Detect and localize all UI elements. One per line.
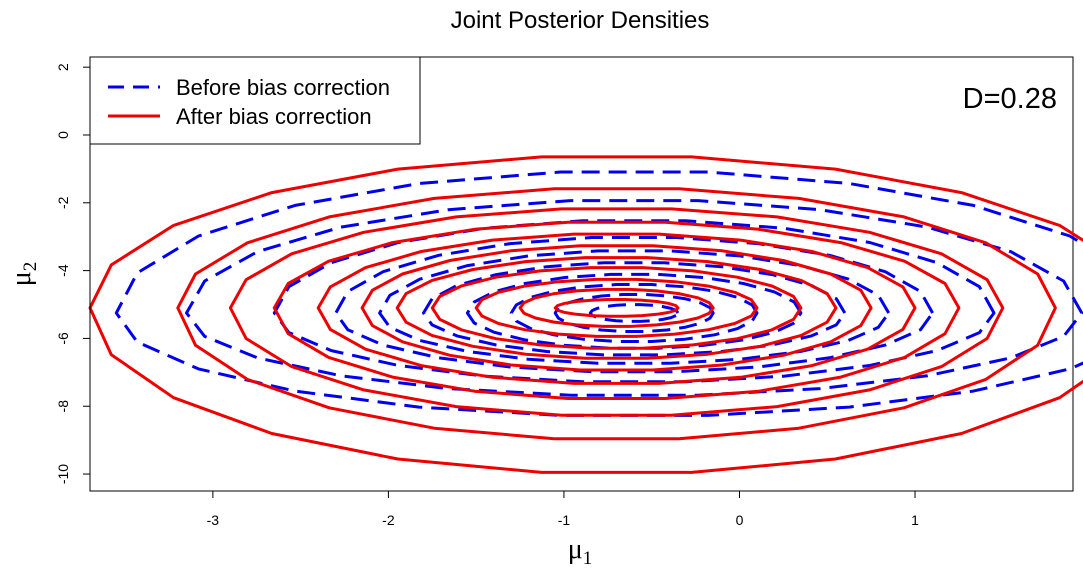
before-contour-level-4 [465, 272, 803, 350]
y-tick-label: -6 [55, 332, 71, 345]
after-contour-level-5 [395, 256, 838, 360]
legend-label-after: After bias correction [176, 104, 372, 129]
after-contour-level-7 [316, 232, 917, 385]
distance-annotation: D=0.28 [963, 83, 1057, 115]
after-contour-level-6 [360, 244, 873, 372]
before-contour-level-10 [114, 170, 1083, 417]
before-contour-level-9 [185, 199, 1083, 397]
legend-label-before: Before bias correction [176, 75, 390, 100]
y-tick-label: -8 [55, 400, 71, 413]
x-tick-label: -1 [558, 512, 571, 528]
before-contour-level-6 [378, 249, 891, 365]
after-contour-level-9 [228, 207, 1005, 417]
y-tick-label: -2 [55, 196, 71, 209]
before-contour-level-1 [588, 303, 680, 323]
legend-box [89, 56, 421, 145]
after-contour-level-1 [553, 298, 680, 318]
x-tick-label: -2 [382, 512, 395, 528]
after-contour-level-10 [176, 187, 1057, 441]
x-tick-label: 1 [911, 512, 919, 528]
after-contour-level-2 [518, 287, 715, 328]
y-tick-label: -10 [55, 464, 71, 484]
y-tick-label: 0 [55, 131, 71, 139]
after-contour-level-8 [272, 220, 961, 400]
contour-lines [88, 155, 1083, 474]
x-axis: -3 -2 -1 0 1 [207, 490, 919, 528]
after-contour-level-4 [430, 266, 803, 350]
before-contour-level-3 [509, 283, 759, 343]
y-tick-label: 2 [55, 63, 71, 71]
y-axis-title: μ2 [6, 262, 41, 287]
after-contour-level-3 [474, 277, 759, 338]
y-tick-label: -4 [55, 264, 71, 277]
x-axis-title: μ1 [568, 534, 593, 569]
chart-title: Joint Posterior Densities [451, 7, 710, 34]
y-axis: -10 -8 -6 -4 -2 0 2 [55, 63, 91, 484]
legend: Before bias correction After bias correc… [89, 56, 421, 145]
x-tick-label: 0 [736, 512, 744, 528]
before-contour-level-2 [553, 293, 715, 333]
x-tick-label: -3 [207, 512, 220, 528]
before-contour-level-8 [272, 219, 996, 384]
